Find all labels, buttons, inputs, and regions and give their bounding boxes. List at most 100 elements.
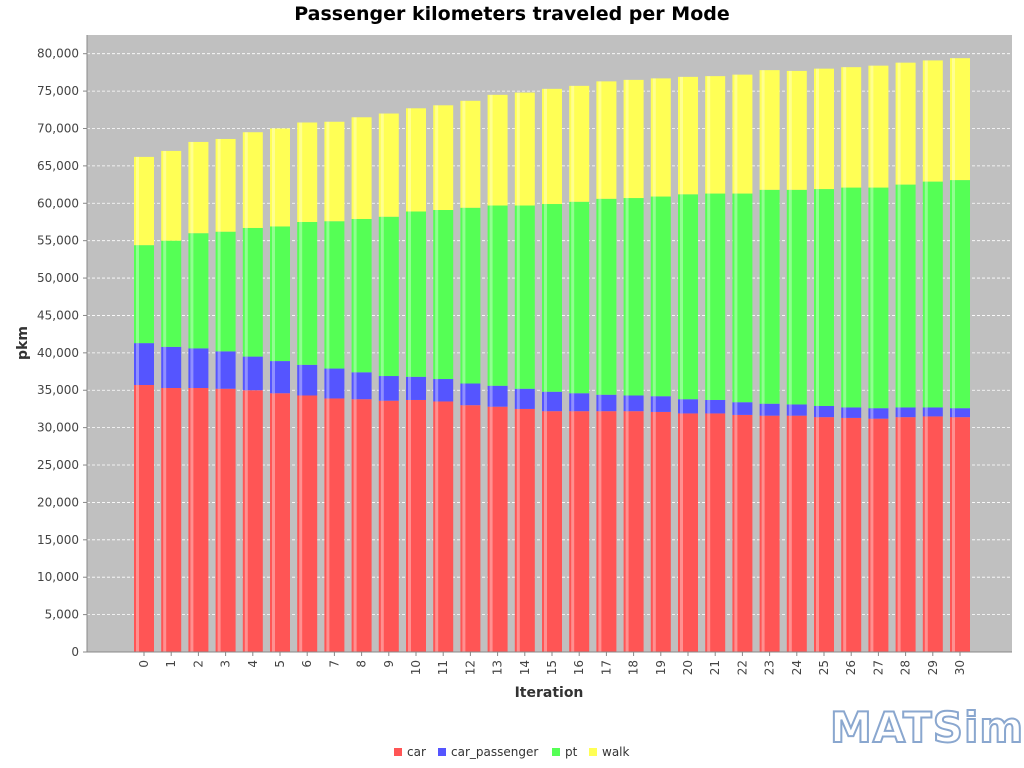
bar-walk-6 xyxy=(297,122,318,222)
bar-fill xyxy=(895,417,916,652)
bar-highlight xyxy=(571,201,575,394)
bar-car-15 xyxy=(542,411,562,652)
x-tick-label: 27 xyxy=(871,660,885,675)
bar-car-3 xyxy=(215,388,236,652)
bar-pt-4 xyxy=(242,227,263,357)
bar-fill xyxy=(786,415,807,652)
bar-highlight xyxy=(680,76,683,195)
y-tick-label: 10,000 xyxy=(37,570,79,584)
bar-fill xyxy=(460,405,481,652)
bar-walk-15 xyxy=(542,88,562,205)
bar-fill xyxy=(324,121,345,222)
bar-walk-2 xyxy=(188,141,209,234)
bar-fill xyxy=(188,233,209,349)
bar-highlight xyxy=(707,76,711,194)
bar-fill xyxy=(270,361,290,394)
bar-fill xyxy=(950,417,970,652)
bar-fill xyxy=(922,181,943,408)
bar-highlight xyxy=(788,189,792,405)
bar-highlight xyxy=(435,210,439,380)
bar-highlight xyxy=(625,411,629,652)
bar-fill xyxy=(134,156,154,246)
legend-item-walk: walk xyxy=(589,745,630,759)
x-tick-label: 5 xyxy=(273,660,287,668)
bar-pt-9 xyxy=(378,216,399,377)
bar-highlight xyxy=(408,399,411,652)
bar-highlight xyxy=(190,387,194,652)
bar-fill xyxy=(351,372,372,400)
bar-highlight xyxy=(680,194,683,400)
bar-car-16 xyxy=(569,411,590,652)
bar-highlight xyxy=(734,414,738,652)
bar-car_passenger-20 xyxy=(678,399,698,414)
legend-item-car_passenger: car_passenger xyxy=(438,745,538,759)
bar-fill xyxy=(650,78,671,197)
legend: car car_passenger pt walk xyxy=(394,745,630,759)
x-axis: 0 1 2 3 4 5 6 7 8 9 10 11 12 13 14 15 16 17 18 19 20 21 22 23 24… xyxy=(137,652,967,675)
bar-highlight xyxy=(924,181,928,408)
x-tick-label: 13 xyxy=(491,660,505,675)
bar-fill xyxy=(705,413,726,652)
bar-fill xyxy=(596,394,617,412)
bar-highlight xyxy=(163,346,167,388)
bar-pt-8 xyxy=(351,218,372,373)
legend-swatch xyxy=(394,748,402,756)
bar-fill xyxy=(487,94,508,206)
bar-highlight xyxy=(870,408,874,419)
y-tick-label: 35,000 xyxy=(37,383,79,397)
bar-fill xyxy=(841,67,862,188)
y-tick-label: 20,000 xyxy=(37,495,79,509)
bar-highlight xyxy=(816,417,819,652)
bar-highlight xyxy=(734,193,738,403)
bar-highlight xyxy=(380,216,384,377)
bar-highlight xyxy=(217,138,221,232)
bar-pt-0 xyxy=(134,245,154,344)
bar-pt-10 xyxy=(406,211,426,377)
bar-walk-9 xyxy=(378,113,399,217)
bar-highlight xyxy=(272,128,275,227)
bar-highlight xyxy=(897,407,901,418)
bar-fill xyxy=(188,348,209,388)
bar-car-13 xyxy=(487,406,508,652)
bar-highlight xyxy=(761,70,765,190)
bar-highlight xyxy=(707,193,711,400)
bar-highlight xyxy=(571,85,575,202)
bar-fill xyxy=(351,117,372,219)
bar-highlight xyxy=(652,396,656,412)
bar-fill xyxy=(215,231,236,352)
bar-fill xyxy=(950,58,970,181)
bar-walk-12 xyxy=(460,100,481,208)
bar-highlight xyxy=(408,211,411,377)
bar-fill xyxy=(868,65,889,188)
bar-highlight xyxy=(136,385,139,652)
bar-fill xyxy=(297,122,318,222)
bar-fill xyxy=(759,70,780,190)
bar-fill xyxy=(270,226,290,362)
bar-pt-19 xyxy=(650,196,671,397)
bar-fill xyxy=(542,411,562,652)
bar-walk-4 xyxy=(242,132,263,228)
bar-highlight xyxy=(136,343,139,386)
bar-car-0 xyxy=(134,385,154,652)
bar-fill xyxy=(542,88,562,205)
x-tick-label: 11 xyxy=(436,660,450,675)
bar-highlight xyxy=(761,415,765,652)
bar-walk-21 xyxy=(705,76,726,194)
bar-fill xyxy=(623,411,644,652)
bar-highlight xyxy=(462,405,466,652)
bar-highlight xyxy=(897,184,901,408)
bar-car_passenger-23 xyxy=(759,403,780,416)
y-tick-label: 75,000 xyxy=(37,84,79,98)
bar-fill xyxy=(922,416,943,652)
bar-fill xyxy=(242,356,263,391)
bar-fill xyxy=(786,404,807,416)
bar-highlight xyxy=(544,204,547,392)
bar-highlight xyxy=(380,113,384,217)
bar-walk-27 xyxy=(868,65,889,188)
bar-pt-7 xyxy=(324,221,345,369)
y-tick-label: 15,000 xyxy=(37,533,79,547)
bar-fill xyxy=(433,401,454,652)
bar-car-8 xyxy=(351,399,372,652)
bar-highlight xyxy=(489,205,493,386)
